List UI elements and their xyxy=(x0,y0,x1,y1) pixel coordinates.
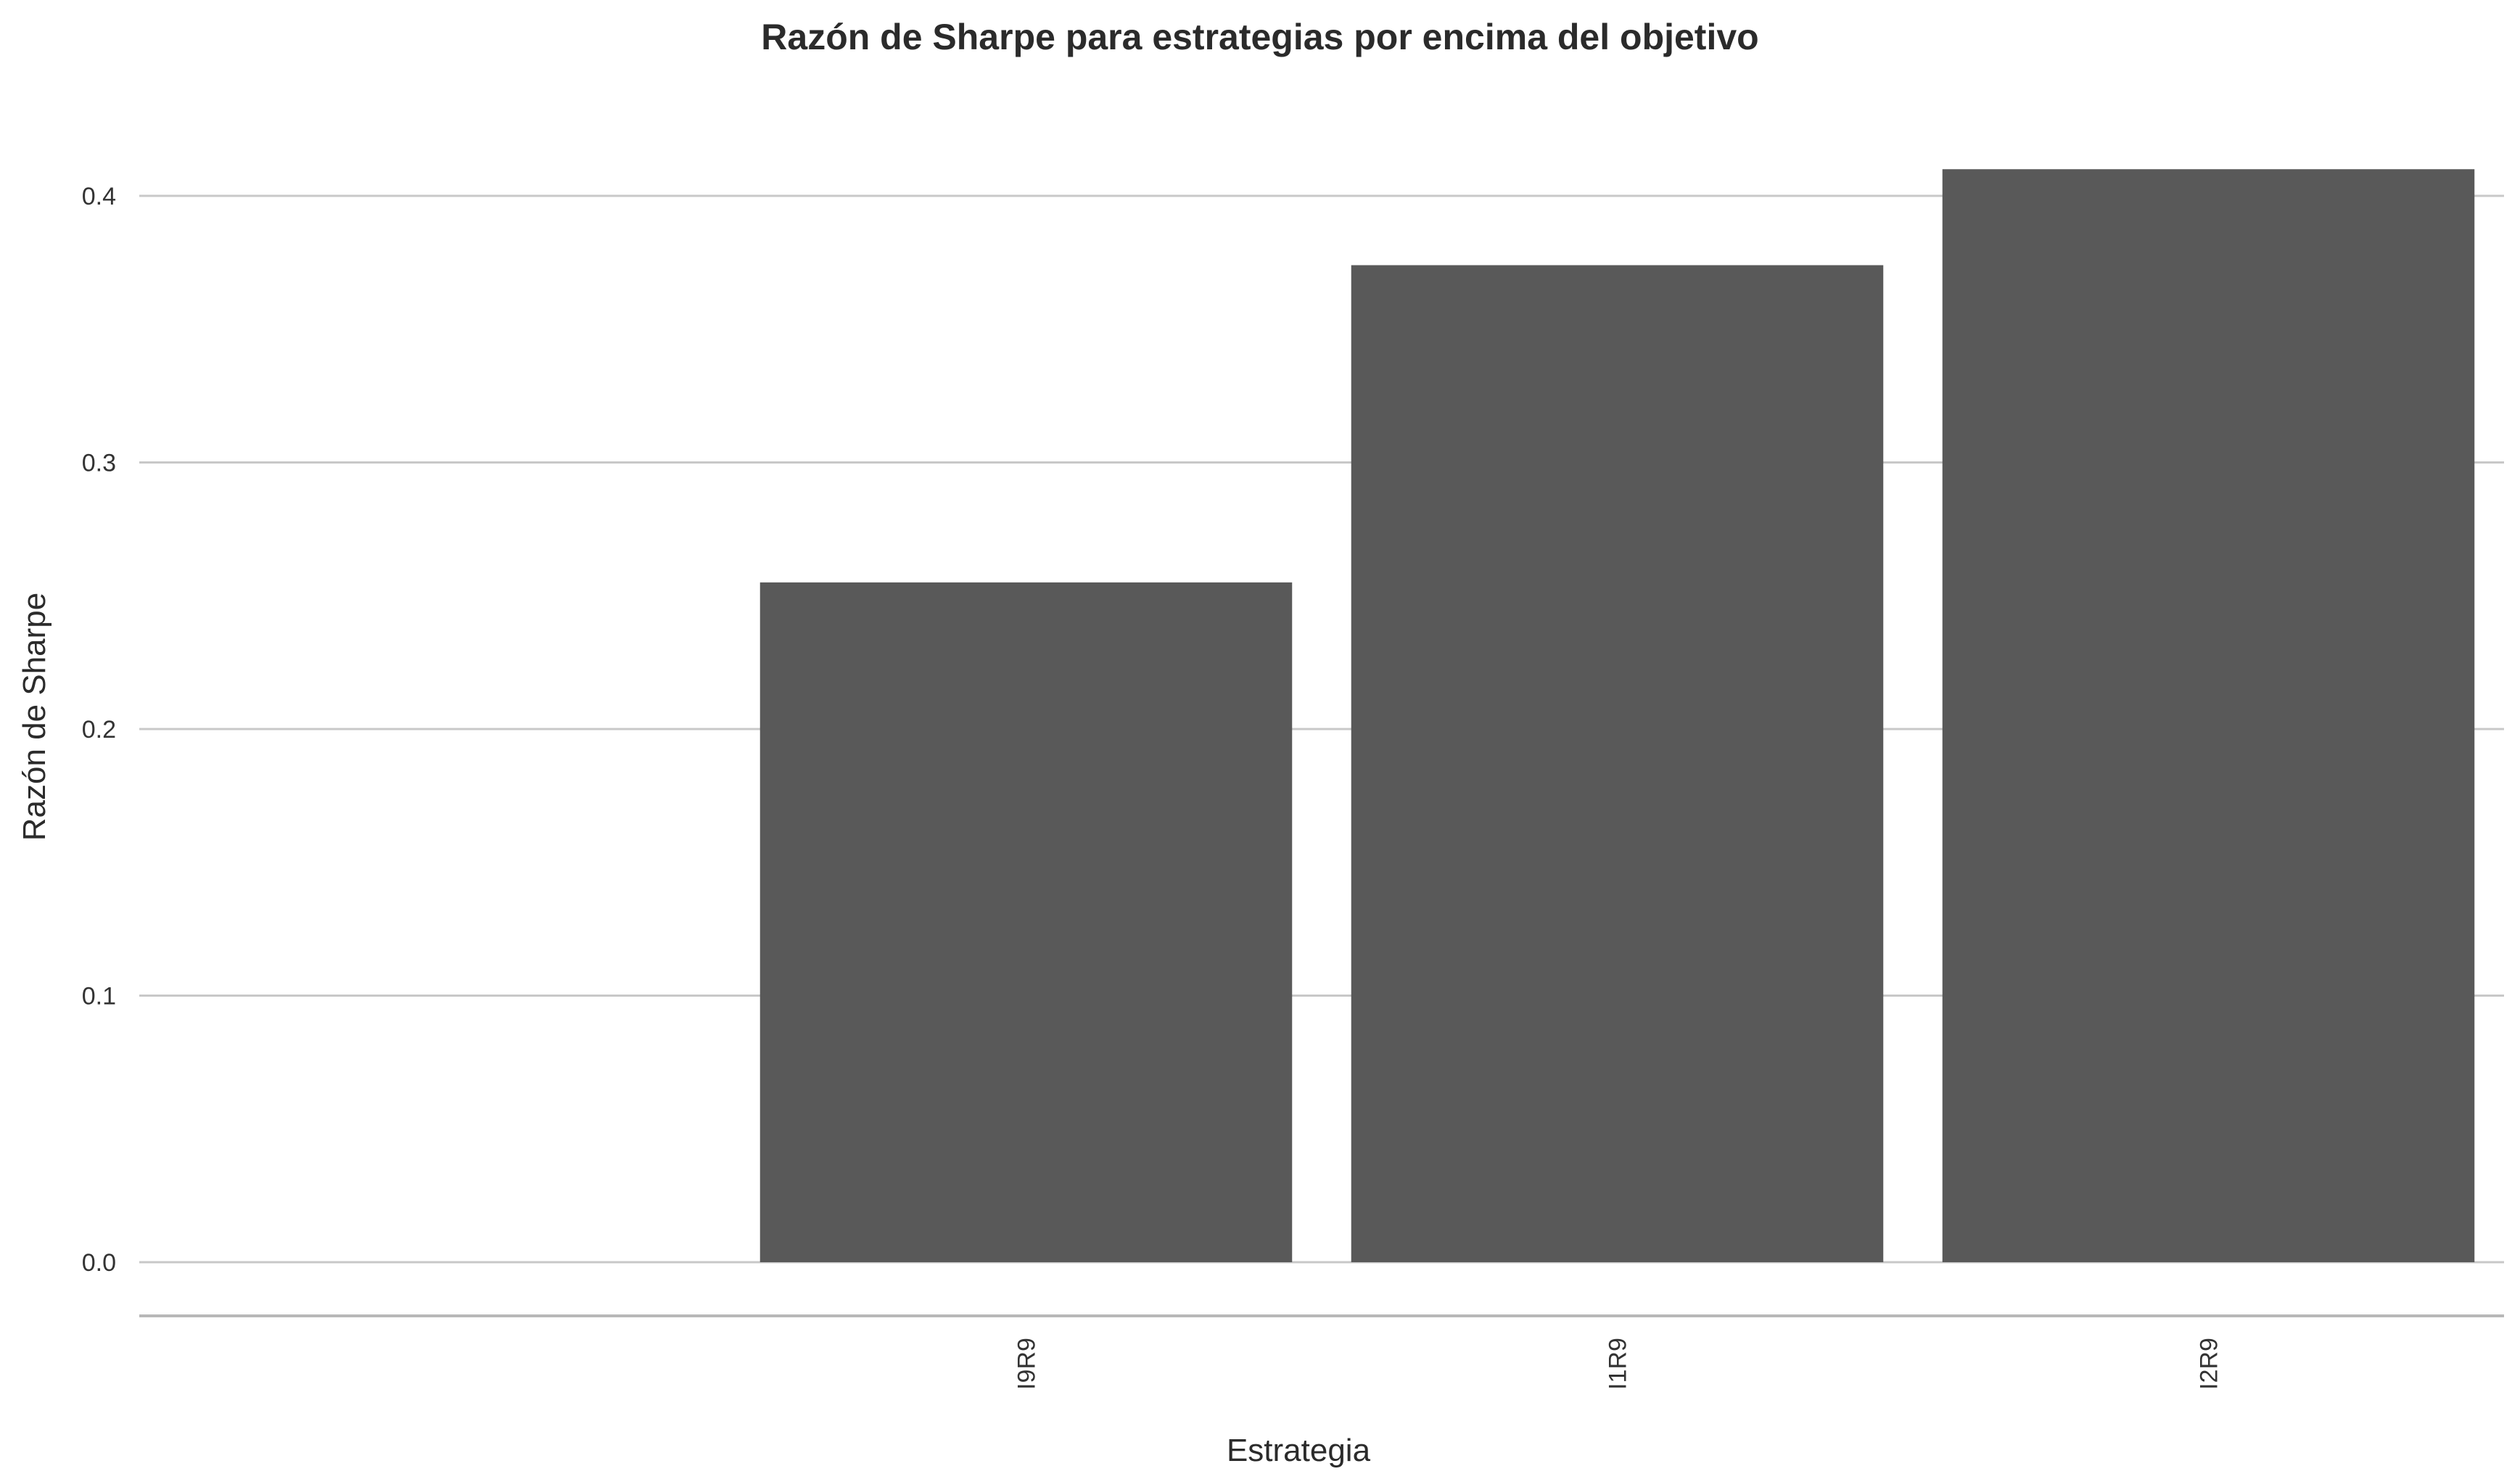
y-tick-label: 0.1 xyxy=(82,983,116,1010)
y-tick-labels: 0.0 0.1 0.2 0.3 0.4 xyxy=(82,183,116,1277)
chart-title: Razón de Sharpe para estrategias por enc… xyxy=(761,17,1758,57)
x-tick-label: I9R9 xyxy=(1013,1338,1041,1390)
y-tick-label: 0.4 xyxy=(82,183,116,210)
x-axis-label: Estrategia xyxy=(1227,1433,1371,1468)
y-tick-label: 0.2 xyxy=(82,716,116,744)
bar-i9r9 xyxy=(759,582,1293,1262)
y-tick-label: 0.3 xyxy=(82,450,116,477)
x-tick-label: I1R9 xyxy=(1605,1338,1632,1390)
x-tick-label: I2R9 xyxy=(2196,1338,2223,1390)
x-tick-labels: I9R9 I1R9 I2R9 xyxy=(1013,1338,2223,1390)
bar-i2r9 xyxy=(1942,169,2475,1262)
y-axis-label: Razón de Sharpe xyxy=(17,593,52,841)
y-tick-label: 0.0 xyxy=(82,1249,116,1277)
bar-i1r9 xyxy=(1351,265,1884,1262)
bars xyxy=(759,169,2475,1262)
